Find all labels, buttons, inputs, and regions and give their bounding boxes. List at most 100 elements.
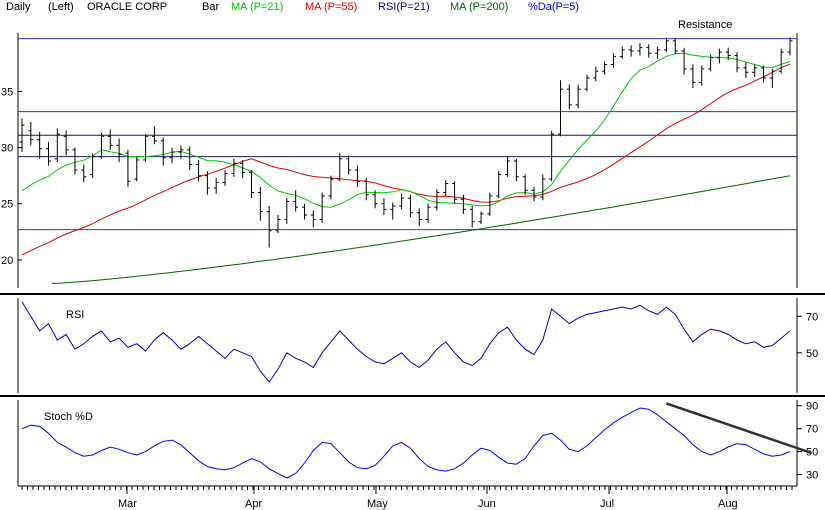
stoch-y-tick-label: 50 [806, 447, 818, 459]
price-bar [716, 48, 722, 64]
price-bar [319, 192, 325, 223]
legend-ma200: MA (P=200) [450, 1, 509, 13]
price-bar [443, 180, 449, 196]
price-bar [425, 203, 431, 223]
price-bar [531, 186, 537, 202]
price-bar [708, 54, 714, 72]
price-bar [496, 171, 502, 199]
scale-label: (Left) [48, 1, 74, 13]
x-month-label: Mar [118, 498, 137, 510]
x-month-label: Jun [478, 498, 496, 510]
price-bar [778, 48, 784, 74]
price-bar [19, 118, 25, 153]
price-bar [134, 156, 140, 182]
price-bar [699, 65, 705, 86]
ma21-line [21, 52, 791, 208]
price-bar [460, 194, 466, 214]
price-bar [637, 43, 643, 56]
price-bar [734, 52, 740, 73]
price-bar [54, 128, 60, 163]
price-bar [575, 84, 581, 109]
price-bar [28, 121, 34, 146]
price-bar [90, 153, 96, 178]
legend-rsi: RSI(P=21) [378, 1, 430, 13]
price-bar [478, 211, 484, 224]
price-bar [72, 147, 78, 175]
y-tick-label: 35 [1, 86, 13, 98]
price-bar [231, 158, 237, 177]
price-bar [761, 65, 767, 83]
stoch-panel: 30 50 70 90 Stoch %D [17, 400, 818, 486]
price-bar [337, 153, 343, 182]
legend-bar: Bar [202, 1, 220, 13]
price-bar [566, 84, 572, 110]
rsi-panel: 50 70 RSI [17, 298, 818, 393]
price-bar [116, 138, 122, 163]
price-bar [434, 189, 440, 211]
x-month-label: Jul [600, 498, 614, 510]
x-month-label: Aug [718, 498, 738, 510]
price-bar [602, 61, 608, 75]
legend-ma55: MA (P=55) [305, 1, 358, 13]
price-bar [125, 149, 131, 187]
stoch-line [21, 407, 791, 479]
x-month-label: Apr [245, 498, 262, 510]
price-bar [37, 131, 43, 159]
price-bar [452, 181, 458, 204]
price-bar [663, 37, 669, 53]
price-bar [249, 170, 255, 199]
ma200-line [51, 175, 791, 284]
price-bar [151, 126, 157, 145]
price-bar [628, 45, 634, 57]
price-bar [266, 205, 272, 248]
price-bar [690, 64, 696, 89]
price-bar [787, 37, 793, 56]
x-month-label: May [367, 498, 388, 510]
rsi-title: RSI [66, 309, 84, 321]
period-label: Daily [6, 1, 31, 13]
price-bar [178, 145, 184, 159]
resistance-annotation: Resistance [678, 19, 732, 31]
chart-header: Daily (Left) ORACLE CORP Bar MA (P=21) M… [0, 0, 825, 18]
price-bar [522, 174, 528, 195]
price-bar [646, 44, 652, 58]
price-bar [672, 38, 678, 55]
price-bar [63, 130, 69, 156]
price-bar [107, 129, 113, 150]
price-bar [513, 158, 519, 182]
price-bar [593, 66, 599, 82]
price-bar [196, 159, 202, 182]
price-bar [557, 80, 563, 137]
price-bar [540, 174, 546, 201]
price-bar [399, 193, 405, 210]
price-bar [416, 208, 422, 227]
price-bar [187, 146, 193, 171]
y-tick-label: 20 [1, 255, 13, 267]
price-bar [743, 62, 749, 78]
price-bar [372, 190, 378, 209]
stoch-trendline [666, 402, 812, 454]
price-bar [610, 53, 616, 68]
price-bar [240, 159, 246, 178]
price-bar [549, 130, 555, 182]
stoch-title: Stoch %D [44, 411, 93, 423]
price-bar [407, 194, 413, 218]
price-bar [98, 132, 104, 159]
price-bar [725, 47, 731, 60]
price-bar [293, 190, 299, 212]
rsi-y-tick-label: 50 [806, 348, 818, 360]
price-bar [363, 177, 369, 201]
rsi-line [21, 301, 791, 383]
symbol-name: ORACLE CORP [87, 1, 168, 13]
price-bar [584, 74, 590, 92]
price-bar [143, 134, 149, 163]
y-tick-label: 30 [1, 143, 13, 155]
price-bar [81, 164, 87, 183]
stoch-y-tick-label: 70 [806, 424, 818, 436]
price-bar [213, 177, 219, 194]
price-bar [45, 141, 51, 166]
price-bar [752, 64, 758, 77]
price-bar [222, 170, 228, 186]
price-bar [655, 46, 661, 59]
